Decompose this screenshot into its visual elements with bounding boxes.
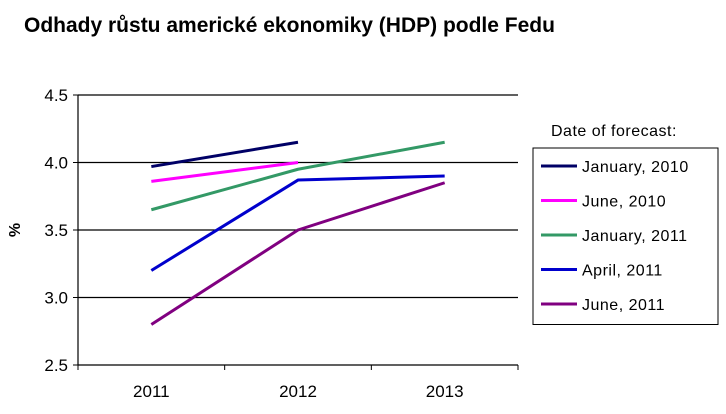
legend-title: Date of forecast: (551, 123, 677, 140)
series-lines (150, 140, 446, 326)
y-tick-label: 4.0 (44, 154, 68, 173)
legend-entry: January, 2010 (582, 159, 689, 176)
series-line-3 (150, 140, 445, 212)
legend-entry: June, 2011 (582, 297, 665, 314)
series-line-2 (151, 161, 299, 183)
legend-entry: April, 2011 (582, 263, 663, 280)
series-line-1 (151, 140, 299, 169)
y-tick-label: 2.5 (44, 356, 68, 375)
y-tick-label: 3.0 (44, 289, 68, 308)
y-tick-label: 3.5 (44, 221, 68, 240)
legend: Date of forecast: January, 2010 June, 201… (532, 123, 719, 325)
chart-title: Odhady růstu americké ekonomiky (HDP) po… (24, 14, 555, 37)
axes (73, 94, 519, 370)
legend-items: January, 2010 June, 2010 January, 2011 Apri… (541, 159, 689, 314)
y-tick-label: 4.5 (44, 86, 68, 105)
x-tick-label: 2012 (279, 382, 317, 401)
series-line-5 (150, 181, 446, 326)
x-tick-label: 2013 (426, 382, 464, 401)
series-line-4 (150, 174, 445, 272)
legend-entry: January, 2011 (582, 228, 688, 245)
tick-labels: 2.5 3.0 3.5 4.0 4.5 2011 2012 2013 (44, 86, 463, 401)
x-tick-label: 2011 (133, 382, 170, 401)
legend-entry: June, 2010 (582, 194, 666, 211)
gridlines (78, 94, 518, 299)
y-axis-label: % (7, 223, 24, 237)
